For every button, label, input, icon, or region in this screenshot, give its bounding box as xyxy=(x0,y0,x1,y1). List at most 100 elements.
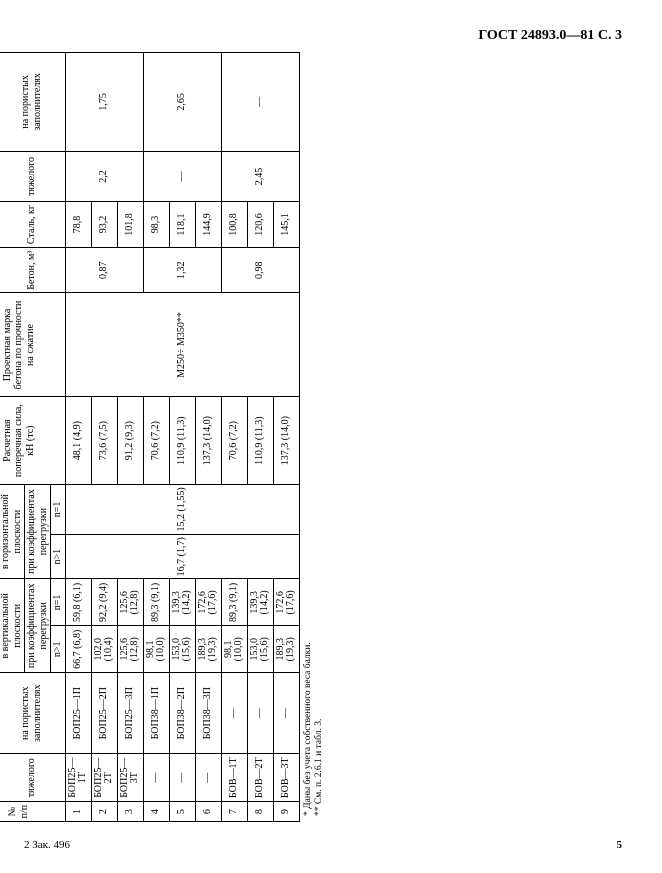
col-vertical: в вертикальной плоскости xyxy=(0,579,25,673)
cell-steel: 118,1 xyxy=(169,202,195,248)
cell-heavy: — xyxy=(143,754,169,802)
cell-mass-heavy: 2,45 xyxy=(221,151,299,201)
cell-porous: БОП25—2П xyxy=(91,673,117,754)
cell-porous: — xyxy=(247,673,273,754)
cell-concrete: 1,32 xyxy=(143,247,221,293)
cell-steel: 101,8 xyxy=(117,202,143,248)
cell-load: 73,6 (7,5) xyxy=(91,397,117,484)
cell-vgt1: 102,0 (10,4) xyxy=(91,626,117,673)
cell-heavy: БОП25—2Т xyxy=(91,754,117,802)
cell-veq1: 59,8 (6,1) xyxy=(65,579,91,626)
cell-steel: 120,6 xyxy=(247,202,273,248)
col-n1b: n=1 xyxy=(51,579,66,626)
cell-porous: БОП38—3П xyxy=(195,673,221,754)
cell-concrete: 0,87 xyxy=(65,247,143,293)
cell-vgt1: 189,3 (19,3) xyxy=(195,626,221,673)
col-heavy-mark: тяжелого xyxy=(0,754,65,802)
col-mass-heavy: тяжелого xyxy=(0,151,65,201)
cell-veq1: 172,6 (17,6) xyxy=(195,579,221,626)
cell-steel: 98,3 xyxy=(143,202,169,248)
cell-load: 48,1 (4,9) xyxy=(65,397,91,484)
footer-right: 5 xyxy=(617,839,623,851)
page-header: ГОСТ 24893.0—81 С. 3 xyxy=(478,28,622,44)
table-body: 1БОП25—1ТБОП25—1П66,7 (6,8)59,8 (6,1)16,… xyxy=(65,53,299,822)
col-mass-porous: на пористых заполнителях xyxy=(0,53,65,152)
header-text: ГОСТ 24893.0—81 С. 3 xyxy=(478,28,622,43)
cell-steel: 100,8 xyxy=(221,202,247,248)
col-porous-mark: на пористых заполнителях xyxy=(0,673,65,754)
cell-heq1: 15,2 (1,55) xyxy=(65,484,299,534)
cell-heavy: БОВ—1Т xyxy=(221,754,247,802)
cell-porous: БОП38—1П xyxy=(143,673,169,754)
cell-vgt1: 153,0 (15,6) xyxy=(247,626,273,673)
cell-porous: БОП38—2П xyxy=(169,673,195,754)
cell-mass-porous: — xyxy=(221,53,299,152)
cell-heavy: БОВ—3Т xyxy=(273,754,299,802)
footnotes: * Даны без учета собственного веса балки… xyxy=(303,52,326,816)
cell-load: 137,3 (14,0) xyxy=(273,397,299,484)
cell-load: 137,3 (14,0) xyxy=(195,397,221,484)
cell-porous: БОП25—1П xyxy=(65,673,91,754)
col-load: Расчетная поперечная сила, кН (тс) xyxy=(0,397,65,484)
table-row: 4—БОП38—1П98,1 (10,0)89,3 (9,1) 70,6 (7,2… xyxy=(143,53,169,822)
cell-n: 5 xyxy=(169,802,195,822)
cell-n: 9 xyxy=(273,802,299,822)
cell-vgt1: 98,1 (10,0) xyxy=(143,626,169,673)
main-table: № п/п Марка балки, изготовленной из бето… xyxy=(0,52,300,822)
col-gradewrap: Проектная марка бетона по прочности на с… xyxy=(0,293,65,397)
cell-load: 70,6 (7,2) xyxy=(143,397,169,484)
cell-veq1: 172,6 (17,6) xyxy=(273,579,299,626)
cell-veq1: 139,3 (14,2) xyxy=(169,579,195,626)
table-row: 1БОП25—1ТБОП25—1П66,7 (6,8)59,8 (6,1)16,… xyxy=(65,53,91,822)
cell-mass-porous: 1,75 xyxy=(65,53,143,152)
cell-n: 6 xyxy=(195,802,221,822)
cell-n: 7 xyxy=(221,802,247,822)
cell-mass-porous: 2,65 xyxy=(143,53,221,152)
cell-steel: 78,8 xyxy=(65,202,91,248)
cell-mass-heavy: — xyxy=(143,151,221,201)
cell-heavy: — xyxy=(169,754,195,802)
cell-hgt1: 16,7 (1,7) xyxy=(65,535,299,579)
col-npp: № п/п xyxy=(0,802,65,822)
cell-n: 2 xyxy=(91,802,117,822)
cell-veq1: 89,3 (9,1) xyxy=(143,579,169,626)
col-coef-h: при коэффициентах перегрузки xyxy=(25,484,51,579)
cell-n: 8 xyxy=(247,802,273,822)
cell-vgt1: 189,3 (19,3) xyxy=(273,626,299,673)
cell-n: 3 xyxy=(117,802,143,822)
cell-n: 4 xyxy=(143,802,169,822)
cell-veq1: 125,6 (12,8) xyxy=(117,579,143,626)
table-row: 7БОВ—1Т—98,1 (10,0)89,3 (9,1)70,6 (7,2)0… xyxy=(221,53,247,822)
col-coef-v: при коэффициентах перегрузки xyxy=(25,579,51,673)
cell-veq1: 139,3 (14,2) xyxy=(247,579,273,626)
cell-heavy: БОВ—2Т xyxy=(247,754,273,802)
cell-grade: М250÷ М350** xyxy=(65,293,299,397)
table-head: № п/п Марка балки, изготовленной из бето… xyxy=(0,53,65,822)
col-n1c: n>1 xyxy=(51,535,66,579)
cell-load: 91,2 (9,3) xyxy=(117,397,143,484)
cell-heavy: БОП25—1Т xyxy=(65,754,91,802)
cell-vgt1: 153,0 (15,6) xyxy=(169,626,195,673)
cell-porous: — xyxy=(221,673,247,754)
cell-vgt1: 66,7 (6,8) xyxy=(65,626,91,673)
col-horizontal: в горизонтальной плоскости xyxy=(0,484,25,579)
footnote-2: ** См. п. 2.6.1 и табл. 3. xyxy=(314,52,325,816)
footer-left: 2 Зак. 496 xyxy=(24,839,70,851)
cell-load: 70,6 (7,2) xyxy=(221,397,247,484)
col-n1a: n>1 xyxy=(51,626,66,673)
cell-heavy: — xyxy=(195,754,221,802)
cell-veq1: 92,2 (9,4) xyxy=(91,579,117,626)
cell-mass-heavy: 2,2 xyxy=(65,151,143,201)
col-n1d: n=1 xyxy=(51,484,66,534)
cell-concrete: 0,98 xyxy=(221,247,299,293)
cell-steel: 93,2 xyxy=(91,202,117,248)
cell-porous: БОП25—3П xyxy=(117,673,143,754)
cell-n: 1 xyxy=(65,802,91,822)
cell-vgt1: 98,1 (10,0) xyxy=(221,626,247,673)
cell-heavy: БОП25—3Т xyxy=(117,754,143,802)
col-steel: Сталь, кг xyxy=(0,202,65,248)
cell-load: 110,9 (11,3) xyxy=(247,397,273,484)
footnote-1: * Даны без учета собственного веса балки… xyxy=(303,52,314,816)
col-concrete: Бетон, м³ xyxy=(0,247,65,293)
cell-steel: 145,1 xyxy=(273,202,299,248)
